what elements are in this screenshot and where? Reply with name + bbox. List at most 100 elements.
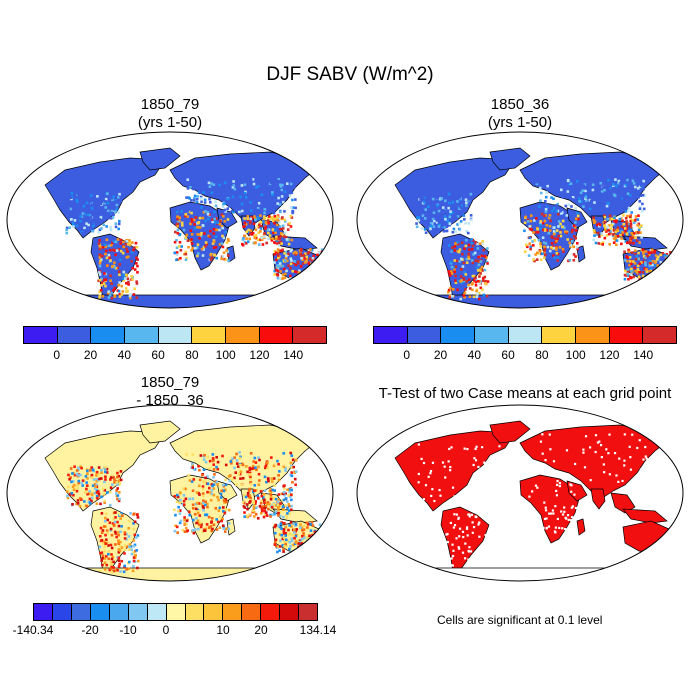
grid-cell — [135, 282, 139, 285]
grid-cell — [215, 217, 218, 220]
grid-cell — [566, 190, 570, 193]
grid-cell — [224, 463, 228, 467]
grid-cell — [281, 544, 284, 547]
grid-cell — [209, 498, 213, 502]
grid-cell — [574, 221, 577, 224]
grid-cell — [277, 179, 280, 183]
grid-cell — [104, 197, 108, 201]
grid-cell — [267, 479, 270, 483]
grid-cell — [231, 477, 234, 481]
grid-cell — [86, 213, 90, 217]
grid-cell — [109, 259, 112, 262]
grid-cell — [258, 458, 261, 462]
grid-cell — [456, 242, 460, 246]
grid-cell — [550, 512, 553, 515]
grid-cell — [626, 209, 630, 213]
grid-cell — [114, 266, 118, 270]
grid-cell — [271, 193, 274, 197]
grid-cell — [301, 262, 305, 265]
grid-cell — [560, 510, 563, 513]
grid-cell — [98, 569, 102, 573]
grid-cell — [467, 222, 471, 225]
grid-cell — [443, 226, 447, 229]
continent-antarctica — [384, 567, 662, 581]
grid-cell — [223, 181, 227, 185]
grid-cell — [103, 561, 107, 565]
grid-cell — [465, 280, 469, 283]
grid-cell — [620, 237, 623, 240]
grid-cell — [436, 231, 440, 235]
grid-cell — [75, 502, 78, 506]
grid-cell — [531, 244, 535, 247]
grid-cell — [73, 473, 77, 477]
grid-cell — [290, 216, 294, 219]
grid-cell — [267, 237, 270, 241]
grid-cell — [432, 211, 436, 215]
grid-cell — [214, 204, 218, 208]
grid-cell — [249, 481, 253, 484]
grid-cell — [116, 483, 119, 486]
grid-cell — [182, 493, 186, 497]
grid-cell — [85, 201, 89, 205]
grid-cell — [446, 540, 449, 544]
grid-cell — [569, 519, 573, 522]
grid-cell — [551, 209, 554, 213]
grid-cell — [544, 242, 548, 245]
grid-cell — [263, 501, 266, 505]
grid-cell — [276, 550, 279, 554]
grid-cell — [454, 216, 458, 219]
grid-cell — [252, 510, 256, 514]
grid-cell — [184, 497, 188, 501]
grid-cell — [225, 241, 229, 245]
grid-cell — [598, 207, 601, 211]
grid-cell — [275, 223, 279, 227]
grid-cell — [548, 512, 551, 515]
grid-cell — [614, 219, 618, 223]
grid-cell — [221, 205, 225, 208]
grid-cell — [256, 238, 260, 242]
grid-cell — [546, 245, 550, 249]
grid-cell — [575, 242, 579, 245]
grid-cell — [642, 184, 646, 188]
grid-cell — [292, 179, 295, 183]
grid-cell — [220, 519, 223, 523]
grid-cell — [605, 230, 608, 233]
panel-3-title-line1: 1850_79 — [140, 374, 200, 391]
grid-cell — [83, 213, 87, 217]
grid-cell — [482, 466, 486, 469]
grid-cell — [240, 184, 244, 187]
grid-cell — [72, 493, 75, 497]
grid-cell — [95, 477, 98, 481]
grid-cell — [545, 228, 549, 232]
grid-cell — [635, 230, 638, 234]
grid-cell — [209, 253, 212, 257]
grid-cell — [257, 231, 261, 235]
grid-cell — [453, 513, 456, 516]
grid-cell — [209, 493, 212, 496]
grid-cell — [536, 227, 539, 231]
grid-cell — [287, 502, 291, 506]
grid-cell — [449, 210, 452, 213]
grid-cell — [100, 254, 103, 258]
grid-cell — [630, 251, 634, 254]
grid-cell — [570, 516, 574, 519]
grid-cell — [84, 216, 87, 220]
grid-cell — [216, 179, 219, 182]
grid-cell — [556, 259, 560, 262]
grid-cell — [638, 185, 642, 189]
grid-cell — [117, 559, 121, 563]
grid-cell — [215, 528, 219, 531]
continent-antarctica — [34, 294, 312, 308]
continent-antarctica — [384, 294, 662, 308]
grid-cell — [415, 222, 418, 225]
grid-cell — [316, 277, 320, 281]
grid-cell — [473, 558, 477, 561]
grid-cell — [481, 279, 485, 283]
grid-cell — [225, 500, 228, 504]
grid-cell — [477, 255, 480, 259]
grid-cell — [122, 240, 125, 244]
grid-cell — [92, 478, 96, 481]
grid-cell — [243, 191, 247, 195]
map-border — [6, 404, 334, 582]
grid-cell — [300, 526, 304, 529]
